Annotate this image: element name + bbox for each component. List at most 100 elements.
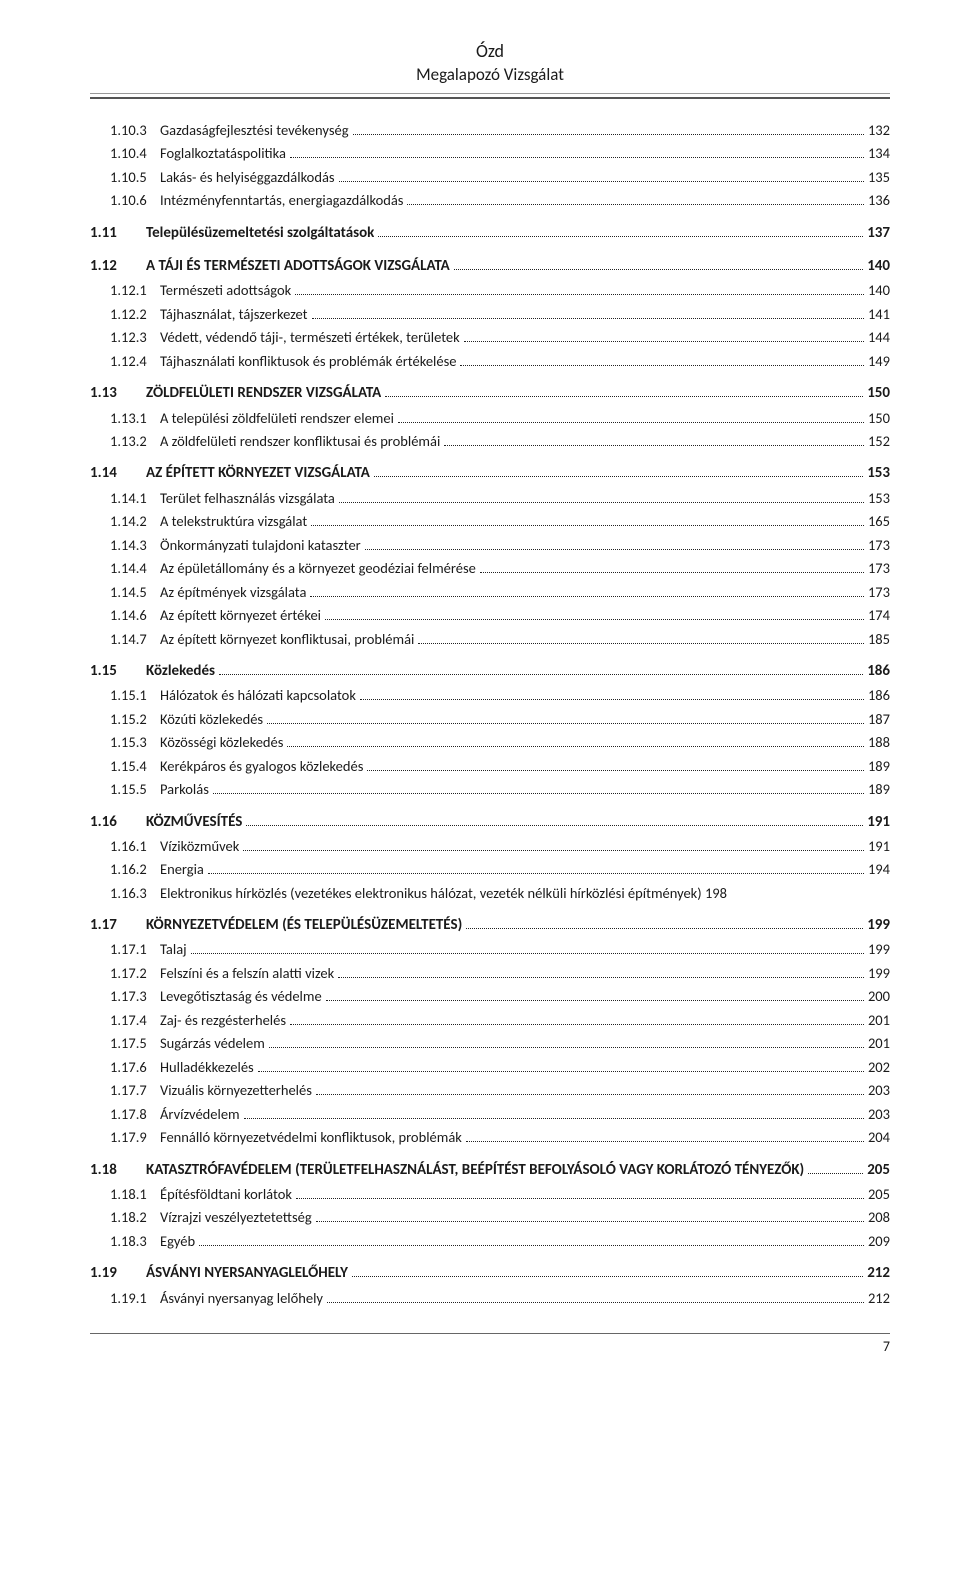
toc-entry: 1.17.2Felszíni és a felszín alatti vizek… xyxy=(90,962,890,984)
toc-label: Településüzemeltetési szolgáltatások xyxy=(146,222,374,245)
leader-dots xyxy=(199,1245,864,1246)
toc-label: Foglalkoztatáspolitika xyxy=(160,142,286,164)
toc-number: 1.15.4 xyxy=(90,755,160,777)
toc-number: 1.17.1 xyxy=(90,938,160,960)
toc-number: 1.15.1 xyxy=(90,684,160,706)
toc-number: 1.14.7 xyxy=(90,628,160,650)
toc-entry: 1.16.3Elektronikus hírközlés (vezetékes … xyxy=(90,882,890,904)
toc-page: 173 xyxy=(868,581,890,603)
toc-entry: 1.17.7Vizuális környezetterhelés203 xyxy=(90,1079,890,1101)
leader-dots xyxy=(246,825,863,826)
toc-page: 199 xyxy=(868,962,890,984)
toc-number: 1.18 xyxy=(90,1159,146,1182)
toc-number: 1.17.4 xyxy=(90,1009,160,1031)
toc-entry: 1.13ZÖLDFELÜLETI RENDSZER VIZSGÁLATA150 xyxy=(90,382,890,405)
leader-dots xyxy=(460,365,863,366)
toc-page: 188 xyxy=(868,731,890,753)
toc-label: Hálózatok és hálózati kapcsolatok xyxy=(160,684,356,706)
leader-dots xyxy=(466,1141,864,1142)
toc-entry: 1.12.4Tájhasználati konfliktusok és prob… xyxy=(90,350,890,372)
leader-dots xyxy=(339,181,864,182)
header-title: Ózd xyxy=(90,40,890,62)
leader-dots xyxy=(808,1173,863,1174)
toc-entry: 1.19ÁSVÁNYI NYERSANYAGLELŐHELY212 xyxy=(90,1262,890,1285)
toc-number: 1.17.6 xyxy=(90,1056,160,1078)
table-of-contents: 1.10.3Gazdaságfejlesztési tevékenység132… xyxy=(90,119,890,1309)
leader-dots xyxy=(454,269,863,270)
toc-label: Terület felhasználás vizsgálata xyxy=(160,487,335,509)
toc-page: 191 xyxy=(868,835,890,857)
toc-entry: 1.14.3Önkormányzati tulajdoni kataszter1… xyxy=(90,534,890,556)
toc-entry: 1.11Településüzemeltetési szolgáltatások… xyxy=(90,222,890,245)
header-subtitle: Megalapozó Vizsgálat xyxy=(90,64,890,85)
toc-number: 1.10.6 xyxy=(90,189,160,211)
toc-page: 205 xyxy=(867,1159,890,1182)
leader-dots xyxy=(243,850,864,851)
toc-page: 149 xyxy=(868,350,890,372)
toc-entry: 1.16.2Energia194 xyxy=(90,858,890,880)
leader-dots xyxy=(267,723,864,724)
toc-label: Az épített környezet értékei xyxy=(160,604,321,626)
toc-entry: 1.10.6Intézményfenntartás, energiagazdál… xyxy=(90,189,890,211)
toc-page: 173 xyxy=(868,557,890,579)
toc-page: 174 xyxy=(868,604,890,626)
toc-page: 153 xyxy=(868,487,890,509)
toc-number: 1.14.2 xyxy=(90,510,160,532)
leader-dots xyxy=(310,596,864,597)
leader-dots xyxy=(338,977,864,978)
toc-label: Ásványi nyersanyag lelőhely xyxy=(160,1287,323,1309)
toc-number: 1.19 xyxy=(90,1262,146,1285)
toc-number: 1.18.2 xyxy=(90,1206,160,1228)
toc-label: Talaj xyxy=(160,938,187,960)
toc-number: 1.18.3 xyxy=(90,1230,160,1252)
toc-label: Tájhasználati konfliktusok és problémák … xyxy=(160,350,456,372)
toc-entry: 1.18.3Egyéb209 xyxy=(90,1230,890,1252)
toc-page: 189 xyxy=(868,755,890,777)
toc-number: 1.14.6 xyxy=(90,604,160,626)
toc-number: 1.17.8 xyxy=(90,1103,160,1125)
toc-number: 1.10.3 xyxy=(90,119,160,141)
toc-number: 1.12 xyxy=(90,255,146,278)
leader-dots xyxy=(418,643,864,644)
toc-label: Sugárzás védelem xyxy=(160,1032,265,1054)
leader-dots xyxy=(287,746,863,747)
leader-dots xyxy=(191,953,864,954)
toc-label: Építésföldtani korlátok xyxy=(160,1183,292,1205)
toc-page: 191 xyxy=(867,811,890,834)
toc-number: 1.17.3 xyxy=(90,985,160,1007)
toc-number: 1.19.1 xyxy=(90,1287,160,1309)
leader-dots xyxy=(213,793,864,794)
leader-dots xyxy=(244,1118,864,1119)
toc-label: Víziközművek xyxy=(160,835,239,857)
toc-page: 199 xyxy=(867,914,890,937)
leader-dots xyxy=(385,396,863,397)
toc-entry: 1.14.6Az épített környezet értékei 174 xyxy=(90,604,890,626)
toc-entry: 1.19.1Ásványi nyersanyag lelőhely212 xyxy=(90,1287,890,1309)
toc-label: Fennálló környezetvédelmi konfliktusok, … xyxy=(160,1126,462,1148)
toc-label: Vízrajzi veszélyeztetettség xyxy=(160,1206,312,1228)
toc-number: 1.18.1 xyxy=(90,1183,160,1205)
toc-page: 152 xyxy=(868,430,890,452)
leader-dots xyxy=(407,204,863,205)
toc-label: Közlekedés xyxy=(146,660,215,683)
toc-label: Vizuális környezetterhelés xyxy=(160,1079,312,1101)
toc-number: 1.12.3 xyxy=(90,326,160,348)
toc-label: Levegőtisztaság és védelme xyxy=(160,985,322,1007)
toc-entry: 1.15.2Közúti közlekedés187 xyxy=(90,708,890,730)
toc-page: 205 xyxy=(868,1183,890,1205)
leader-dots xyxy=(352,1276,863,1277)
toc-entry: 1.13.2A zöldfelületi rendszer konfliktus… xyxy=(90,430,890,452)
leader-dots xyxy=(316,1094,864,1095)
toc-label: Közösségi közlekedés xyxy=(160,731,283,753)
toc-page: 141 xyxy=(868,303,890,325)
toc-entry: 1.15Közlekedés186 xyxy=(90,660,890,683)
toc-label: KATASZTRÓFAVÉDELEM (TERÜLETFELHASZNÁLÁST… xyxy=(146,1159,804,1182)
toc-label: Önkormányzati tulajdoni kataszter xyxy=(160,534,361,556)
toc-label: Tájhasználat, tájszerkezet xyxy=(160,303,308,325)
toc-page: 201 xyxy=(868,1032,890,1054)
toc-number: 1.16.2 xyxy=(90,858,160,880)
toc-entry: 1.10.3Gazdaságfejlesztési tevékenység132 xyxy=(90,119,890,141)
leader-dots xyxy=(367,770,864,771)
leader-dots xyxy=(466,928,863,929)
toc-page: 135 xyxy=(868,166,890,188)
